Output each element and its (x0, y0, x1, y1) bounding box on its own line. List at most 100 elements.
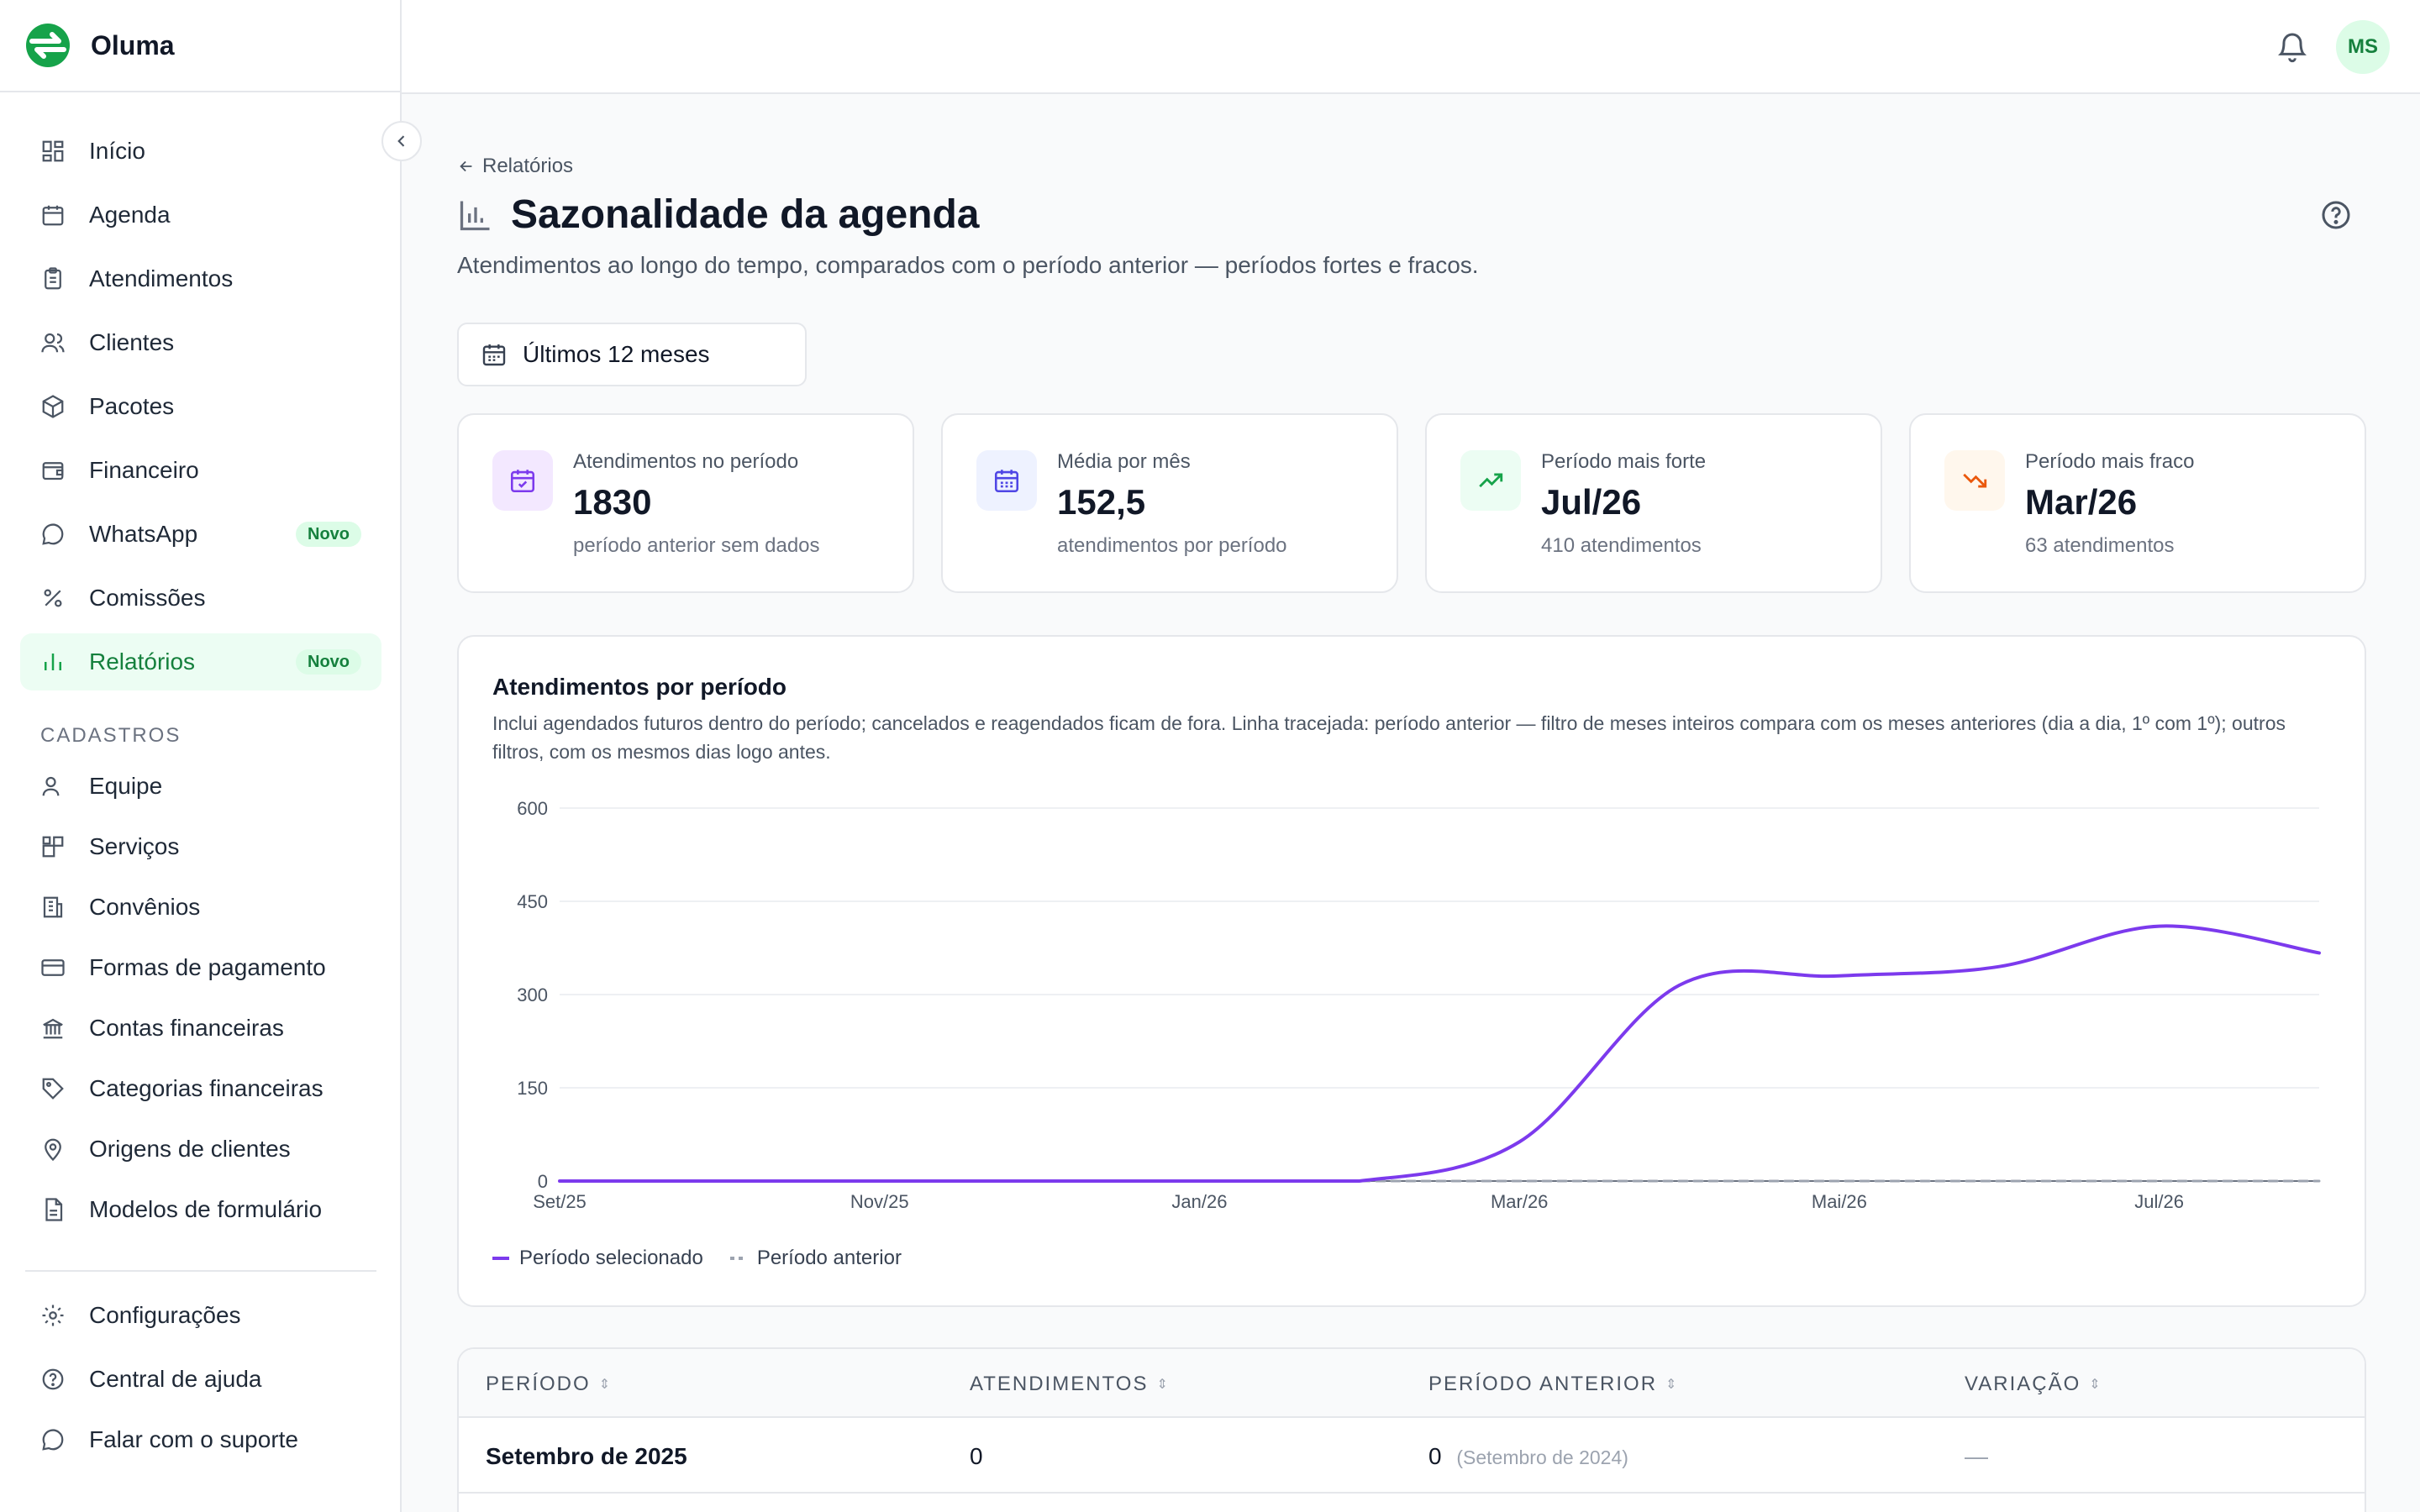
bar-chart-icon (39, 648, 67, 676)
bell-icon[interactable] (2275, 30, 2309, 64)
chart-description: Inclui agendados futuros dentro do perío… (492, 712, 2286, 763)
kpi-card-weakest: Período mais fraco Mar/26 63 atendimento… (1909, 413, 2366, 593)
sort-icon: ⇕ (598, 1378, 613, 1392)
sidebar-item-servicos[interactable]: Serviços (20, 818, 381, 875)
sidebar-item-agenda[interactable]: Agenda (20, 186, 381, 244)
column-header-label: PERÍODO ANTERIOR (1428, 1373, 1658, 1395)
chart-title: Atendimentos por período (492, 674, 786, 700)
sidebar-item-financeiro[interactable]: Financeiro (20, 442, 381, 499)
sidebar-item-comissoes[interactable]: Comissões (20, 570, 381, 627)
sidebar-item-label: Central de ajuda (89, 1366, 262, 1392)
sidebar-item-label: Convênios (89, 894, 201, 920)
breadcrumb-back-link[interactable]: Relatórios (457, 155, 573, 178)
column-header-label: PERÍODO (486, 1373, 591, 1395)
kpi-label: Média por mês (1057, 450, 1191, 473)
brand[interactable]: Oluma (0, 0, 400, 92)
grid-plus-icon (39, 832, 67, 861)
column-header-atendimentos[interactable]: ATENDIMENTOS ⇕ (970, 1373, 1170, 1396)
sidebar-item-contas-financeiras[interactable]: Contas financeiras (20, 1000, 381, 1057)
legend-item-current[interactable]: Período selecionado (492, 1247, 703, 1270)
new-badge: Novo (296, 649, 361, 675)
clipboard-icon (39, 265, 67, 293)
sidebar-item-label: Clientes (89, 329, 175, 355)
line-chart[interactable]: 0 150 300 450 600 Set/25 Nov/25 Jan/26 Mar/26 Mai… (459, 780, 2365, 1233)
kpi-label: Período mais forte (1541, 450, 1707, 473)
sidebar-item-origens-clientes[interactable]: Origens de clientes (20, 1121, 381, 1178)
kpi-footnote: 63 atendimentos (2025, 534, 2175, 557)
column-header-variacao[interactable]: VARIAÇÃO ⇕ (1965, 1373, 2102, 1396)
sidebar-item-label: Agenda (89, 202, 171, 228)
sidebar-item-label: WhatsApp (89, 521, 198, 547)
sidebar-item-central-ajuda[interactable]: Central de ajuda (20, 1351, 381, 1408)
sidebar-item-formas-pagamento[interactable]: Formas de pagamento (20, 939, 381, 996)
building-icon (39, 893, 67, 921)
calendar-grid-icon (976, 450, 1037, 511)
chart-legend: Período selecionado Período anterior (492, 1247, 929, 1270)
column-header-label: VARIAÇÃO (1965, 1373, 2081, 1395)
trending-up-icon (1460, 450, 1521, 511)
date-range-filter[interactable]: Últimos 12 meses (457, 323, 807, 386)
kpi-card-average: Média por mês 152,5 atendimentos por per… (941, 413, 1398, 593)
brand-name: Oluma (91, 29, 175, 60)
bar-chart-icon (460, 201, 490, 230)
sidebar-item-label: Origens de clientes (89, 1136, 291, 1162)
section-label-cadastros: CADASTROS (40, 724, 182, 747)
sidebar-item-equipe[interactable]: Equipe (20, 758, 381, 815)
kpi-card-total: Atendimentos no período 1830 período ant… (457, 413, 914, 593)
kpi-footnote: 410 atendimentos (1541, 534, 1702, 557)
user-icon (39, 772, 67, 801)
kpi-label: Atendimentos no período (573, 450, 799, 473)
sidebar-item-label: Categorias financeiras (89, 1075, 324, 1101)
sidebar-item-whatsapp[interactable]: WhatsApp Novo (20, 506, 381, 563)
help-circle-icon[interactable] (2319, 198, 2353, 232)
sidebar-item-label: Comissões (89, 585, 206, 611)
sort-icon: ⇕ (1665, 1378, 1679, 1392)
arrow-left-icon (460, 160, 472, 172)
sidebar-item-label: Falar com o suporte (89, 1426, 298, 1452)
sidebar: Oluma Início Agenda Atendimentos Cliente… (0, 0, 402, 1512)
chart-card: Atendimentos por período Inclui agendado… (457, 635, 2366, 1307)
column-header-periodo[interactable]: PERÍODO ⇕ (486, 1373, 612, 1396)
collapse-sidebar-button[interactable] (381, 121, 422, 161)
avatar[interactable]: MS (2336, 20, 2390, 74)
page-header: Sazonalidade da agenda (457, 192, 979, 238)
sidebar-item-categorias-financeiras[interactable]: Categorias financeiras (20, 1060, 381, 1117)
sidebar-item-label: Serviços (89, 833, 180, 859)
sidebar-item-atendimentos[interactable]: Atendimentos (20, 250, 381, 307)
cell-atendimentos: 0 (970, 1443, 983, 1469)
sidebar-item-clientes[interactable]: Clientes (20, 314, 381, 371)
sidebar-item-inicio[interactable]: Início (20, 123, 381, 180)
x-tick-label: Jan/26 (1171, 1191, 1227, 1212)
sidebar-item-pacotes[interactable]: Pacotes (20, 378, 381, 435)
y-tick-label: 300 (517, 984, 548, 1005)
sidebar-item-configuracoes[interactable]: Configurações (20, 1287, 381, 1344)
cell-variacao: — (1965, 1443, 1988, 1469)
legend-item-previous[interactable]: Período anterior (729, 1247, 902, 1270)
y-tick-label: 600 (517, 798, 548, 819)
legend-label: Período anterior (756, 1247, 902, 1269)
sidebar-item-label: Início (89, 138, 145, 164)
cell-anterior-value: 0 (1428, 1443, 1442, 1469)
sidebar-item-label: Financeiro (89, 457, 199, 483)
sidebar-item-label: Atendimentos (89, 265, 234, 291)
sidebar-item-relatorios[interactable]: Relatórios Novo (20, 633, 381, 690)
kpi-footnote: atendimentos por período (1057, 534, 1287, 557)
sidebar-item-label: Formas de pagamento (89, 954, 326, 980)
sidebar-item-label: Configurações (89, 1302, 241, 1328)
cell-anterior-ref: (Setembro de 2024) (1456, 1446, 1628, 1468)
cell-periodo-anterior: 0 (Setembro de 2024) (1428, 1443, 1628, 1470)
sidebar-item-modelos-formulario[interactable]: Modelos de formulário (20, 1181, 381, 1238)
sidebar-item-convenios[interactable]: Convênios (20, 879, 381, 936)
dashboard-icon (39, 137, 67, 165)
chat-icon (39, 1425, 67, 1454)
column-header-label: ATENDIMENTOS (970, 1373, 1149, 1395)
bank-icon (39, 1014, 67, 1042)
column-header-periodo-anterior[interactable]: PERÍODO ANTERIOR ⇕ (1428, 1373, 1678, 1396)
x-tick-label: Mai/26 (1812, 1191, 1867, 1212)
kpi-label: Período mais fraco (2025, 450, 2195, 473)
x-tick-label: Set/25 (533, 1191, 587, 1212)
sidebar-item-falar-suporte[interactable]: Falar com o suporte (20, 1411, 381, 1468)
chat-icon (39, 520, 67, 549)
x-tick-label: Nov/25 (850, 1191, 909, 1212)
sidebar-item-label: Pacotes (89, 393, 175, 419)
